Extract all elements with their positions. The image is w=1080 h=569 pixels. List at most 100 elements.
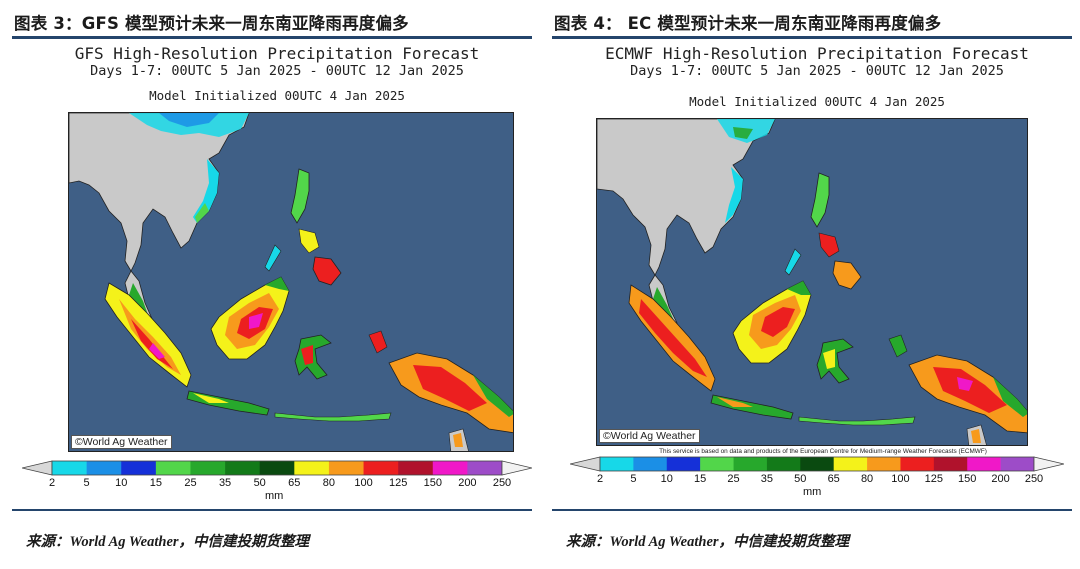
borneo-magenta [249, 313, 263, 329]
map-canvas [597, 119, 1027, 445]
colorbar-tick-label: 150 [958, 473, 977, 485]
colorbar-tick-label: 100 [354, 477, 373, 489]
colorbar-tick-label: 125 [924, 473, 944, 485]
colorbar-segment [225, 461, 260, 475]
title-rule [12, 36, 532, 39]
colorbar-tick-label: 5 [83, 477, 90, 489]
colorbar-segment [328, 461, 364, 475]
source-note: 来源：World Ag Weather，中信建投期货整理 [26, 534, 310, 550]
colorbar-segment [733, 457, 768, 471]
visayas [298, 228, 320, 254]
colorbar-segment [933, 457, 968, 471]
mainland-land [597, 119, 776, 276]
colorbar-unit: mm [803, 486, 822, 498]
colorbar-tick-label: 250 [492, 477, 512, 489]
colorbar-segment [190, 461, 226, 475]
colorbar-segment [633, 457, 668, 471]
sulawesi-yellow [823, 349, 835, 369]
maluku [368, 330, 388, 354]
luzon [810, 172, 830, 228]
cape-york [971, 429, 981, 443]
borneo-green [265, 277, 289, 291]
figure-title: 图表 3：GFS 模型预计未来一周东南亚降雨再度偏多 [14, 14, 409, 33]
map-subtitle: Days 1-7: 00UTC 5 Jan 2025 - 00UTC 12 Ja… [90, 63, 464, 79]
colorbar-segment [294, 461, 330, 475]
luzon [290, 168, 310, 224]
colorbar-segment [766, 457, 801, 471]
watermark: ©World Ag Weather [71, 435, 172, 449]
colorbar-tick-label: 250 [1024, 473, 1044, 485]
gfs-panel: 图表 3：GFS 模型预计未来一周东南亚降雨再度偏多 GFS High-Reso… [12, 0, 532, 569]
colorbar: 2 5 10 15 25 35 50 65 80 100 125 150 200 250 mm [570, 456, 1064, 498]
colorbar-segment [398, 461, 434, 475]
colorbar-segment [800, 457, 834, 471]
sunda-islands [274, 412, 392, 422]
colorbar-segment [666, 457, 701, 471]
colorbar-tick-label: 10 [115, 477, 128, 489]
colorbar-unit: mm [265, 490, 284, 502]
colorbar-tick-label: 200 [458, 477, 477, 489]
title-rule [552, 36, 1072, 39]
colorbar-segment [1000, 457, 1035, 471]
new-guinea-red [413, 365, 487, 411]
colorbar-arrow-low [22, 460, 53, 476]
colorbar: 2 5 10 15 25 35 50 65 80 100 125 150 200 250 mm [22, 460, 532, 502]
colorbar-arrow-high [501, 460, 532, 476]
precip-vietnam-g [195, 203, 209, 223]
map-canvas [69, 113, 513, 451]
new-guinea-green [993, 377, 1027, 417]
colorbar-tick-label: 15 [149, 477, 162, 489]
colorbar-ticks: 2 5 10 15 25 35 50 65 80 100 125 150 200 250 [22, 477, 532, 491]
colorbar-segment [867, 457, 901, 471]
maluku [888, 334, 908, 358]
colorbar-tick-label: 35 [760, 473, 774, 485]
colorbar-tick-label: 65 [827, 473, 840, 485]
figure-title: 图表 4： EC 模型预计未来一周东南亚降雨再度偏多 [554, 14, 942, 33]
map-card: ECMWF High-Resolution Precipitation Fore… [562, 42, 1072, 502]
colorbar-tick-label: 50 [253, 477, 266, 489]
sulawesi-red [301, 345, 313, 365]
precip-vietnam [725, 167, 743, 223]
borneo-green [787, 281, 811, 295]
colorbar-arrow-high [1033, 456, 1064, 472]
colorbar-tick-label: 2 [48, 477, 56, 489]
colorbar-tick-label: 80 [860, 473, 874, 485]
colorbar-segment [967, 457, 1001, 471]
model-init: Model Initialized 00UTC 4 Jan 2025 [149, 88, 405, 103]
colorbar-tick-label: 80 [322, 477, 336, 489]
colorbar-tick-label: 35 [218, 477, 232, 489]
colorbar-segment [121, 461, 157, 475]
bottom-rule [12, 509, 532, 511]
colorbar-tick-label: 150 [423, 477, 442, 489]
sumatra-orange [119, 299, 181, 375]
colorbar-segment [363, 461, 399, 475]
java-orange [717, 397, 753, 407]
precip-map: ©World Ag Weather [596, 118, 1028, 446]
colorbar-tick-label: 65 [288, 477, 301, 489]
colorbar-tick-label: 2 [596, 473, 604, 485]
palawan [784, 248, 802, 276]
colorbar-segment [432, 461, 468, 475]
colorbar-segment [155, 461, 191, 475]
new-guinea-green [473, 375, 513, 417]
map-card: GFS High-Resolution Precipitation Foreca… [22, 42, 532, 502]
colorbar-segment [86, 461, 122, 475]
colorbar-segment [259, 461, 295, 475]
colorbar-gradient [570, 456, 1064, 472]
colorbar-tick-label: 50 [794, 473, 807, 485]
colorbar-tick-label: 100 [891, 473, 910, 485]
colorbar-arrow-low [570, 456, 601, 472]
java-yellow [193, 393, 229, 403]
colorbar-gradient [22, 460, 532, 476]
watermark: ©World Ag Weather [599, 429, 700, 443]
ecmwf-notice: This service is based on data and produc… [659, 448, 987, 455]
colorbar-segment [467, 461, 503, 475]
map-title: GFS High-Resolution Precipitation Foreca… [74, 44, 480, 63]
colorbar-tick-label: 10 [660, 473, 673, 485]
colorbar-segment [700, 457, 734, 471]
palawan [264, 244, 282, 272]
colorbar-segment [900, 457, 935, 471]
colorbar-segment [833, 457, 868, 471]
new-guinea-red [933, 367, 1007, 413]
new-guinea-magenta [957, 377, 973, 391]
